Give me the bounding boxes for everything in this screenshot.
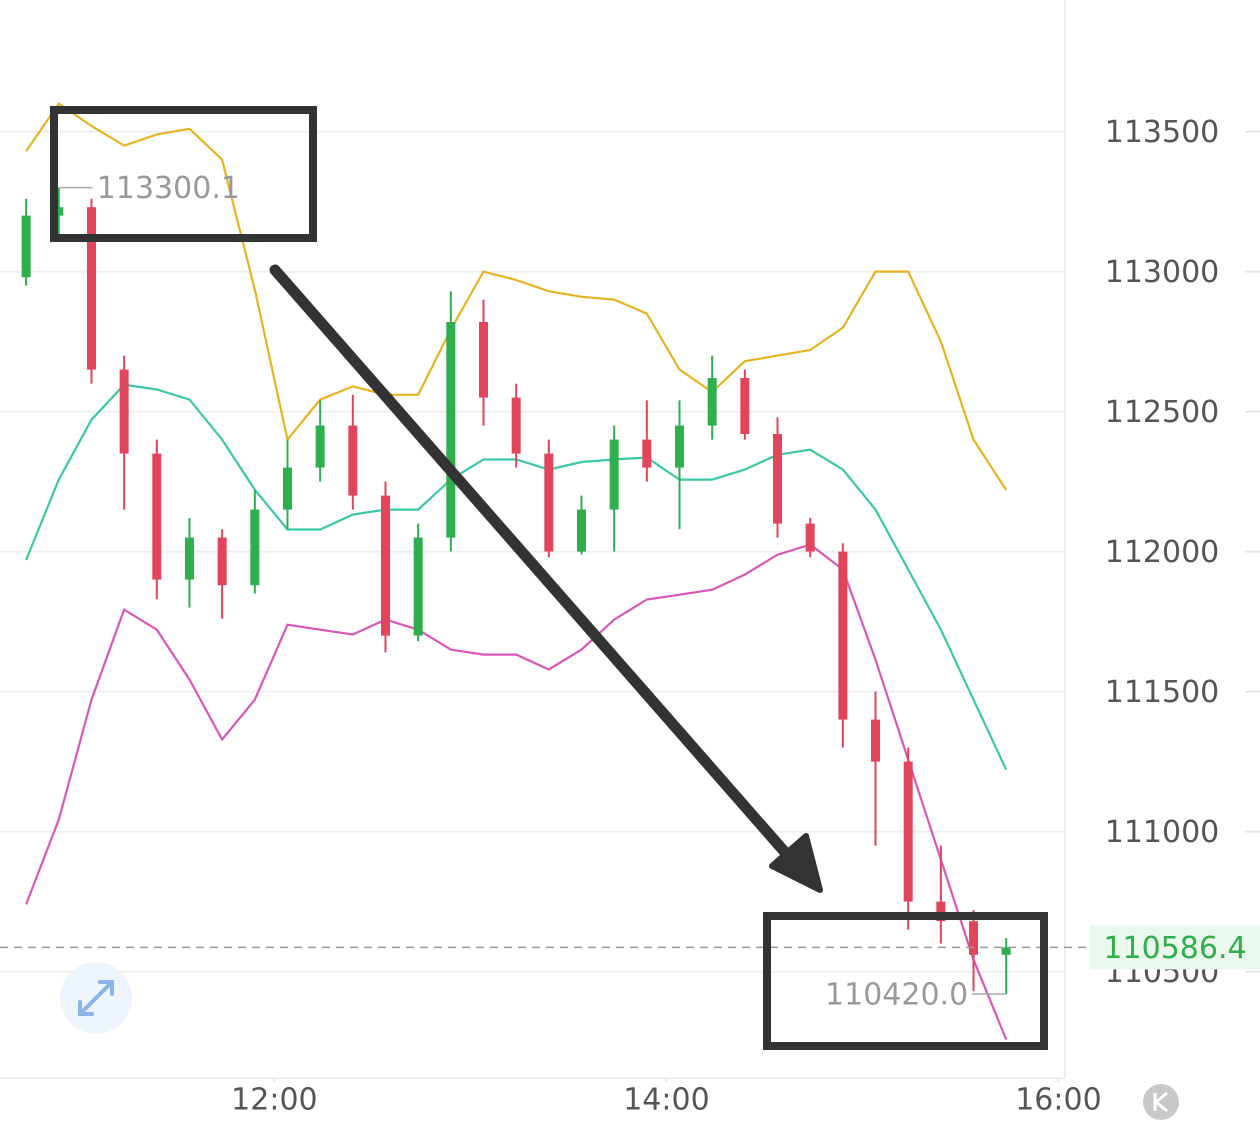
candle-body [740, 378, 750, 434]
candle-body [675, 425, 685, 468]
candle-body [903, 761, 913, 902]
candle-body [838, 551, 848, 720]
annotation-label: 113300.1 [97, 171, 240, 206]
candle-body [348, 425, 358, 496]
candle-body [544, 453, 554, 552]
last-price-label: 110586.4 [1103, 931, 1246, 966]
candle-body [413, 537, 423, 636]
candle-body [642, 439, 652, 468]
candle-body [871, 719, 881, 762]
candle-body [1001, 947, 1011, 955]
highlight-box [763, 912, 1048, 1050]
expand-button[interactable] [60, 962, 132, 1034]
y-tick-label: 111500 [1105, 675, 1220, 710]
candle-body [152, 453, 162, 580]
band-line [25, 102, 1008, 491]
candle-body [217, 537, 227, 586]
candle-body [478, 322, 488, 398]
candle-body [446, 322, 456, 538]
candle-body [380, 495, 390, 636]
band-line [25, 543, 1008, 1041]
candle-body [577, 509, 587, 552]
y-tick-label: 113500 [1105, 115, 1220, 150]
candle-body [250, 509, 260, 586]
candle-body [936, 901, 946, 922]
last-price-box [1090, 925, 1260, 970]
candle-body [21, 215, 31, 278]
candle-body [707, 378, 717, 426]
candle-body [282, 467, 292, 510]
y-tick-label: 113000 [1105, 255, 1220, 290]
overlay: 110586.4 113300.1 110420.0 [0, 171, 1260, 1013]
candle-body [119, 369, 129, 454]
x-tick-label: 14:00 [623, 1083, 709, 1118]
arrow-head [769, 833, 823, 893]
k-button[interactable] [1143, 1084, 1179, 1120]
y-tick-label: 112000 [1105, 535, 1220, 570]
candle-body [315, 425, 325, 468]
arrow-shaft [269, 264, 796, 864]
candle-body [609, 439, 619, 510]
candle-body [54, 207, 64, 216]
grid: 1105001110001115001120001125001130001135… [0, 115, 1260, 1118]
candle-body [86, 207, 96, 370]
candle-body [511, 397, 521, 454]
x-tick-label: 16:00 [1015, 1083, 1101, 1118]
x-tick-label: 12:00 [231, 1083, 317, 1118]
y-tick-label: 111000 [1105, 815, 1220, 850]
highlight-box [50, 106, 317, 242]
plot [21, 102, 1011, 1041]
candle-body [184, 537, 194, 580]
candle-body [969, 921, 979, 955]
candle-body [805, 523, 815, 552]
annotation-label: 110420.0 [825, 978, 968, 1013]
y-tick-label: 112500 [1105, 395, 1220, 430]
candle-body [773, 434, 783, 524]
